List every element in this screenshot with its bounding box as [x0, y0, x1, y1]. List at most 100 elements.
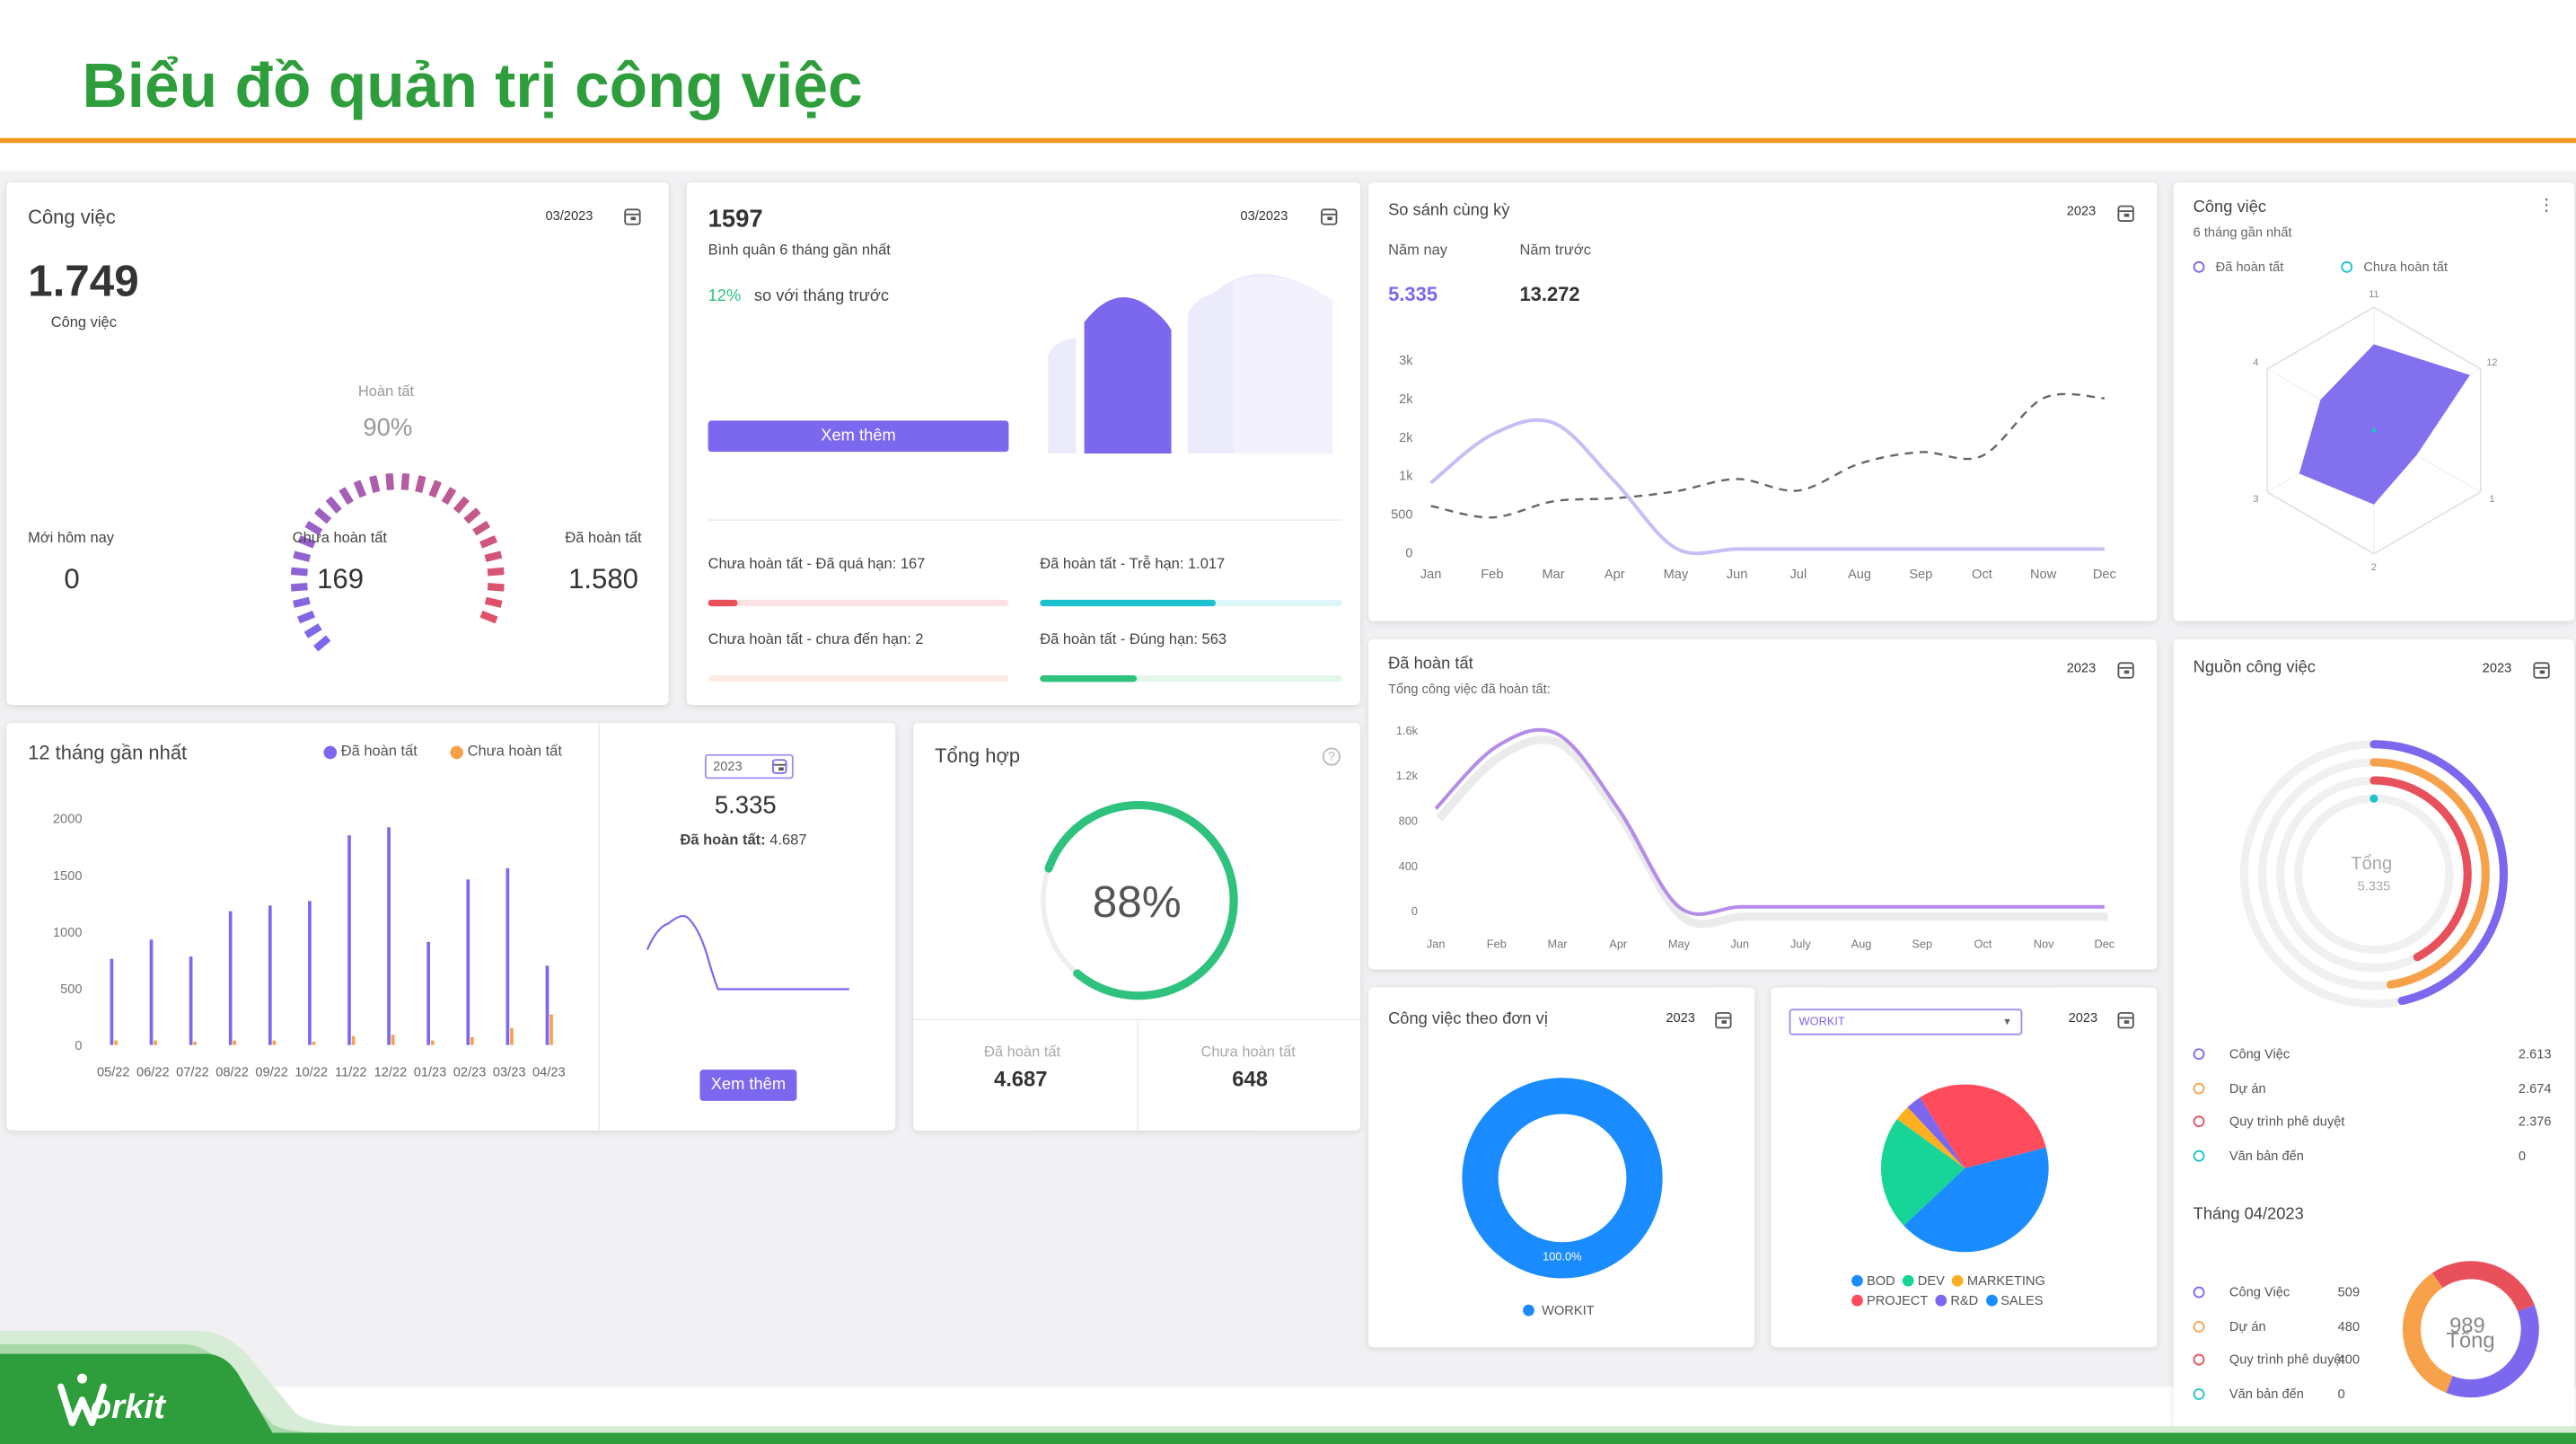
pie-slice [1881, 1119, 1965, 1226]
y-tick-label: 2k [1399, 431, 1413, 445]
x-tick-label: Sep [1912, 938, 1932, 951]
year-label: 2023 [2066, 660, 2097, 676]
gauge-tick [487, 567, 505, 577]
series-line [1434, 727, 2105, 916]
unit-select-value: WORKIT [1798, 1017, 1845, 1029]
year-label: 2023 [2066, 203, 2097, 219]
x-tick-label: Mar [1542, 568, 1564, 582]
calendar-icon[interactable] [1321, 208, 1338, 225]
calendar-icon[interactable] [771, 759, 787, 774]
undone-label: Chưa hoàn tất [1200, 1043, 1296, 1061]
stat-value: 1.580 [568, 563, 638, 595]
gauge-label: Hoàn tất [357, 383, 415, 400]
x-tick-label: Sep [1909, 568, 1932, 582]
x-tick-label: Apr [1609, 938, 1628, 951]
calendar-icon[interactable] [1715, 1012, 1732, 1029]
radial-arc [2369, 758, 2490, 990]
x-tick-label: May [1668, 938, 1691, 951]
calendar-icon[interactable] [2533, 662, 2550, 679]
y-tick-label: 2000 [53, 813, 83, 827]
gauge-tick [487, 583, 505, 592]
bar-done [268, 905, 272, 1045]
x-tick-label: Nov [2034, 938, 2054, 951]
progress-track [708, 675, 1009, 682]
bar-done [228, 911, 233, 1045]
date-label: 03/2023 [545, 208, 593, 224]
view-more-button[interactable]: Xem thêm [699, 1070, 797, 1101]
x-tick-label: 12/22 [374, 1065, 408, 1079]
radial-arc [2369, 740, 2509, 1006]
source-label: Dự án [2229, 1080, 2266, 1096]
card-radar: Công việc 6 tháng gần nhất ⋮ Đã hoàn tất… [2173, 182, 2575, 621]
card-title: Nguồn công việc [2193, 658, 2316, 677]
card-tong-hop: Tổng hợp ? 88% Đã hoàn tất 4.687 Chưa ho… [913, 723, 1360, 1131]
progress-fill [1040, 675, 1137, 682]
x-tick-label: Jun [1730, 938, 1749, 951]
help-icon[interactable]: ? [1322, 747, 1341, 766]
calendar-icon[interactable] [624, 208, 641, 225]
gauge-tick [304, 520, 323, 536]
divider [598, 723, 600, 1131]
gauge-chart [290, 472, 505, 652]
card-da-hoan-tat: Đã hoàn tất Tổng công việc đã hoàn tất: … [1368, 638, 2158, 970]
header-divider [0, 137, 2576, 144]
y-tick-label: 1k [1399, 470, 1413, 484]
y-tick-label: 1500 [53, 869, 83, 884]
legend-item: Chưa hoàn tất [450, 744, 562, 759]
legend-marker [1523, 1305, 1534, 1317]
card-pie: WORKIT ▾ 2023 BOD DEV MARKETING PROJECT … [1771, 987, 2158, 1348]
donut-segment [2402, 1272, 2454, 1394]
calendar-icon[interactable] [2117, 662, 2134, 679]
gauge-tick [293, 596, 311, 608]
source-label: Dự án [2229, 1318, 2266, 1334]
bar-done [110, 958, 114, 1045]
unit-select[interactable]: WORKIT ▾ [1789, 1008, 2023, 1035]
gauge-tick [385, 472, 395, 490]
pie-slice [1896, 1106, 1965, 1168]
x-tick-label: Jan [1420, 568, 1442, 582]
legend-marker [2193, 1116, 2205, 1128]
date-label: 03/2023 [1240, 208, 1288, 224]
view-more-button[interactable]: Xem thêm [708, 420, 1009, 453]
source-label: Công Việc [2229, 1284, 2290, 1300]
legend-row: BOD DEV MARKETING [1851, 1274, 2045, 1289]
legend-marker [323, 744, 338, 759]
gauge-tick [479, 610, 498, 624]
source-label: Quy trình phê duyệt [2229, 1352, 2345, 1368]
gauge-tick [463, 507, 481, 524]
stat-value: 0 [64, 563, 80, 595]
year-label: 2023 [1666, 1010, 1695, 1026]
done-label: Đã hoàn tất [983, 1043, 1061, 1061]
y-tick-label: 400 [1399, 859, 1418, 873]
gauge-tick [428, 480, 442, 498]
undone-value: 648 [1232, 1066, 1268, 1091]
radar-axis-label: 1 [2489, 494, 2494, 505]
gauge-tick [472, 520, 491, 536]
pie-slice [1920, 1084, 2046, 1168]
ring-progress [1044, 801, 1238, 1000]
legend-marker [1985, 1295, 1998, 1308]
card-average: 1597 Bình quân 6 tháng gần nhất 03/2023 … [686, 182, 1360, 705]
x-tick-label: Now [2030, 568, 2057, 582]
bar-done [308, 901, 312, 1045]
x-tick-label: 08/22 [215, 1065, 249, 1079]
summary-ring [1041, 801, 1238, 1000]
menu-icon[interactable]: ⋮ [2537, 197, 2555, 216]
x-tick-label: Feb [1481, 568, 1503, 582]
gauge-tick [313, 507, 332, 524]
source-label: Văn bản đến [2229, 1148, 2304, 1163]
legend-marker [2193, 1287, 2205, 1299]
year-select[interactable]: 2023 [704, 753, 794, 779]
calendar-icon[interactable] [2117, 1012, 2134, 1029]
gauge-tick [338, 487, 354, 506]
radar-axis-label: 12 [2486, 357, 2497, 368]
done-value: 4.687 [993, 1066, 1048, 1091]
legend-marker [2193, 1149, 2205, 1162]
x-tick-label: 01/23 [414, 1065, 447, 1079]
gauge-tick [484, 596, 503, 608]
gauge-tick [293, 550, 312, 562]
calendar-icon[interactable] [2117, 205, 2134, 223]
x-tick-label: Mar [1548, 938, 1569, 951]
bar-undone [193, 1041, 198, 1045]
bar-done [545, 965, 549, 1045]
